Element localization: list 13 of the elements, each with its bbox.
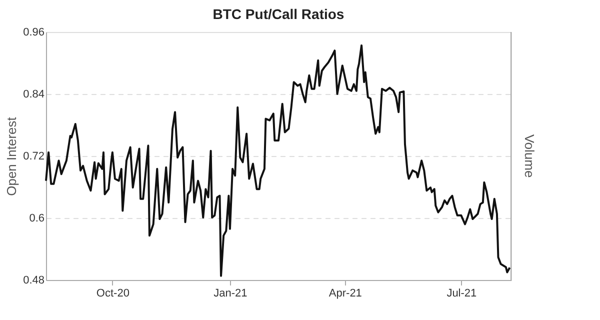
x-tick-label: Jan-21	[214, 288, 248, 300]
x-tick-label: Jul-21	[446, 288, 477, 300]
x-tick-label: Apr-21	[328, 288, 362, 300]
chart-title: BTC Put/Call Ratios	[212, 6, 344, 22]
y-tick-label: 0.96	[23, 26, 44, 38]
x-tick-label: Oct-20	[96, 288, 130, 300]
y2-axis-title: Volume	[522, 134, 537, 178]
y-axis-title: Open Interest	[4, 116, 20, 196]
y-tick-label: 0.6	[29, 212, 44, 224]
y-tick-label: 0.84	[23, 88, 44, 100]
y-tick-label: 0.48	[23, 274, 44, 286]
line-series	[45, 44, 511, 277]
y-tick-label: 0.72	[23, 150, 44, 162]
